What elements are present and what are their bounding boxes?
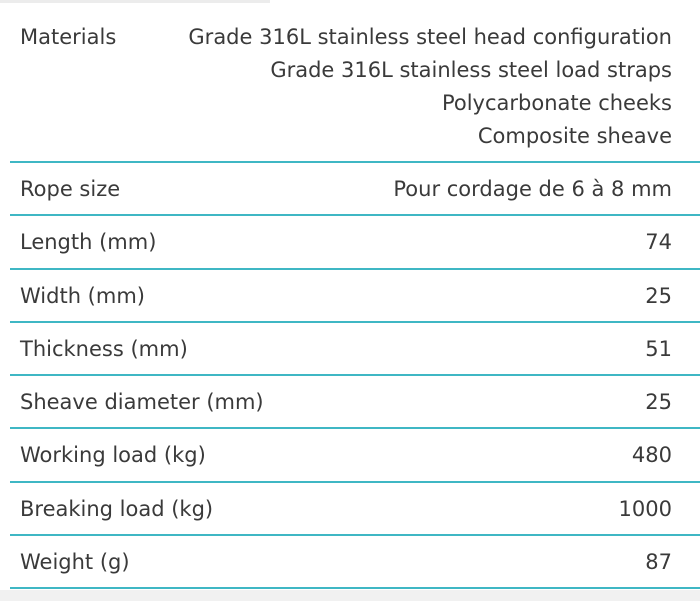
spec-row: Thickness (mm) 51: [10, 323, 700, 377]
spec-row: Breaking load (kg) 1000: [10, 483, 700, 537]
spec-value: 480: [631, 443, 672, 468]
spec-row: Weight (g) 87: [10, 536, 700, 590]
spec-value: 1000: [618, 496, 672, 521]
spec-values: 25: [10, 376, 700, 419]
spec-value: 74: [645, 230, 672, 255]
spec-value: 25: [645, 283, 672, 308]
spec-label: Materials: [20, 25, 117, 49]
spec-label: Rope size: [20, 177, 121, 201]
spec-value: 25: [645, 390, 672, 415]
spec-value: Composite sheave: [477, 124, 672, 148]
spec-label: Weight (g): [20, 550, 130, 575]
spec-row: Width (mm) 25: [10, 270, 700, 323]
spec-label: Length (mm): [20, 230, 157, 255]
spec-values: 25: [10, 270, 700, 313]
top-bar: [0, 0, 270, 3]
spec-value: Grade 316L stainless steel head configur…: [188, 25, 672, 49]
bottom-strip: [0, 590, 700, 601]
spec-label: Sheave diameter (mm): [20, 390, 264, 415]
spec-label: Width (mm): [20, 283, 145, 308]
spec-row: Working load (kg) 480: [10, 429, 700, 483]
spec-value: Grade 316L stainless steel load straps: [270, 58, 672, 82]
spec-values: 51: [10, 323, 700, 366]
spec-label: Working load (kg): [20, 443, 206, 468]
spec-row: Rope size Pour cordage de 6 à 8 mm: [10, 163, 700, 217]
spec-row: Length (mm) 74: [10, 216, 700, 270]
spec-value: Pour cordage de 6 à 8 mm: [393, 177, 672, 201]
spec-value: Polycarbonate cheeks: [441, 91, 672, 115]
spec-values: 1000: [10, 483, 700, 526]
spec-values: Grade 316L stainless steel head configur…: [10, 0, 700, 153]
spec-values: 480: [10, 429, 700, 472]
spec-label: Thickness (mm): [20, 336, 188, 361]
spec-value: 51: [645, 336, 672, 361]
spec-table: Materials Grade 316L stainless steel head…: [10, 0, 700, 590]
spec-values: Pour cordage de 6 à 8 mm: [10, 163, 700, 206]
spec-label: Breaking load (kg): [20, 496, 214, 521]
spec-values: 87: [10, 536, 700, 579]
spec-row: Materials Grade 316L stainless steel head…: [10, 0, 700, 163]
spec-row: Sheave diameter (mm) 25: [10, 376, 700, 430]
spec-values: 74: [10, 216, 700, 259]
spec-value: 87: [645, 550, 672, 575]
